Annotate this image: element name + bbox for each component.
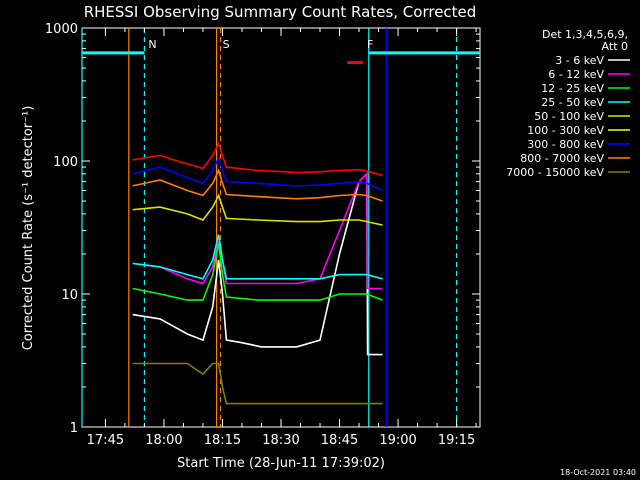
annotation-s: S [223,38,230,51]
chart-title: RHESSI Observing Summary Count Rates, Co… [84,3,477,21]
x-tick-label: 18:45 [321,433,358,448]
legend-label: 6 - 12 keV [548,68,604,81]
annotation-f: F [367,38,373,51]
legend-label: 12 - 25 keV [541,82,604,95]
legend-label: 100 - 300 keV [527,124,604,137]
series-line-4 [132,193,383,226]
series-line-2 [132,243,383,301]
x-tick-label: 18:30 [262,433,299,448]
series-line-1 [132,171,383,290]
series-line-8 [132,362,383,405]
legend-header: Det 1,3,4,5,6,9, [542,28,628,41]
series-line-3 [132,234,383,280]
x-axis: 17:45 18:00 18:15 18:30 18:45 19:00 19:15 [87,28,477,448]
y-tick-label: 1000 [45,22,78,37]
legend-label: 3 - 6 keV [555,54,604,67]
series-line-9 [132,141,383,177]
series-line-6 [132,156,383,192]
y-axis: 1 10 100 1000 [45,22,480,436]
legend-label: 50 - 100 keV [534,110,604,123]
x-tick-label: 18:15 [204,433,241,448]
x-tick-label: 19:00 [379,433,416,448]
x-axis-label: Start Time (28-Jun-11 17:39:02) [177,456,385,471]
y-axis-label: Corrected Count Rate (s⁻¹ detector⁻¹) [21,106,36,351]
x-tick-label: 17:45 [87,433,124,448]
y-tick-label: 1 [70,421,78,436]
legend-label: 7000 - 15000 keV [506,166,604,179]
x-tick-label: 19:15 [438,433,475,448]
y-tick-label: 10 [61,288,78,303]
y-tick-label: 100 [53,155,78,170]
legend-label: 800 - 7000 keV [520,152,604,165]
plot-frame [81,27,481,428]
footer-timestamp: 18-Oct-2021 03:40 [560,468,636,477]
legend-label: 300 - 800 keV [527,138,604,151]
legend-header: Att 0 [602,40,628,53]
x-tick-label: 18:00 [145,433,182,448]
series-line-0 [132,171,383,356]
annotation-n: N [148,38,156,51]
series-line-7 [132,168,383,202]
legend-label: 25 - 50 keV [541,96,604,109]
